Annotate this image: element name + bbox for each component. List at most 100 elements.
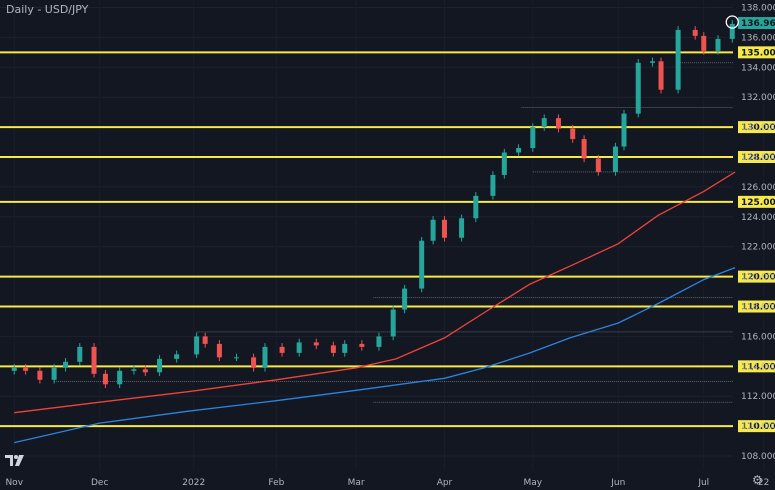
level-tag [738,151,775,164]
candle-body [359,343,365,347]
level-tag [738,270,775,283]
y-tick-label: 114.000 [741,362,775,372]
candle-body [174,354,180,359]
candle-body [516,148,522,153]
candle-body [202,336,208,344]
y-tick-label: 138.000 [741,3,775,13]
candle-body [51,367,57,380]
price-axis[interactable]: 108.000 110.000 112.000 114.000 116.000 118.0… [741,3,775,462]
horizontal-levels: 135.000 130.000 128.000 125.000 120.000 118.0… [0,46,775,433]
x-tick-label: Apr [437,478,453,488]
tradingview-logo-icon [5,455,24,466]
zones [54,62,733,403]
y-tick-label: 136.000 [741,33,775,43]
candle-body [37,370,43,380]
candle-body [541,118,547,128]
y-tick-label: 116.000 [741,332,775,342]
candle-body [701,35,707,51]
candle-body [251,357,257,368]
last-price-label: 136.960 [741,19,775,29]
y-tick-label: 124.000 [741,213,775,223]
x-tick-label: 2022 [182,478,205,488]
time-axis[interactable]: Nov Dec 2022 Feb Mar Apr May Jun Jul 22 [5,478,769,488]
candle-body [117,370,123,385]
ma-slow-line [14,266,736,444]
candle-body [621,113,627,147]
chart-title: Daily - USD/JPY [6,3,89,16]
candle-body [216,343,222,358]
level-tag [738,420,775,433]
candle-body [581,139,587,159]
candles [11,20,735,389]
candle-body [715,38,721,51]
candle-body [473,195,479,219]
ma-fast-line [14,171,736,414]
y-tick-label: 122.000 [741,243,775,253]
candle-body [595,158,601,172]
candle-body [490,174,496,196]
last-price-circle [725,15,739,29]
candle-body [376,336,382,347]
candle-body [102,373,108,385]
level-label: 130.000 [741,123,775,133]
candle-body [635,62,641,114]
candle-body [459,218,465,238]
candle-body [441,219,447,238]
y-tick-label: 134.000 [741,63,775,73]
candle-body [612,146,618,172]
candle-body [649,61,655,63]
candle-body [658,61,664,90]
level-label: 128.000 [741,153,775,163]
last-price-tag [738,17,775,30]
candle-body [142,369,148,373]
moving-averages [14,171,736,444]
candle-body [430,219,436,241]
candle-body [262,346,268,368]
candle-body [194,336,200,355]
y-tick-label: 132.000 [741,93,775,103]
x-tick-label: Mar [348,478,365,488]
level-label: 118.000 [741,303,775,313]
candle-body [23,367,29,371]
y-tick-label: 112.000 [741,392,775,402]
candle-body [11,367,17,371]
candle-body [296,342,302,353]
candle-body [131,369,137,371]
y-tick-label: 108.000 [741,452,775,462]
candle-body [692,29,698,36]
candle-body [91,346,97,374]
level-label: 125.000 [741,198,775,208]
gridlines [0,6,733,457]
candle-body [157,358,163,373]
gear-icon[interactable]: ⚙ [752,473,763,487]
x-tick-label: Jun [610,478,625,488]
level-label: 110.000 [741,422,775,432]
y-tick-label: 130.000 [741,123,775,133]
candle-body [63,361,69,368]
candle-body [77,346,83,362]
candle-body [342,343,348,353]
candle-body [729,23,735,39]
y-tick-label: 118.000 [741,303,775,313]
x-tick-label: Nov [5,478,23,488]
level-tag [738,360,775,373]
candle-body [279,346,285,353]
level-label: 135.000 [741,48,775,58]
candle-body [419,240,425,289]
candle-body [390,309,396,337]
candle-body [530,127,536,149]
x-tick-label: Feb [268,478,284,488]
x-tick-label: Dec [91,478,108,488]
y-tick-label: 128.000 [741,153,775,163]
candle-body [555,118,561,129]
level-tag [738,195,775,208]
y-tick-label: 120.000 [741,273,775,283]
candle-body [233,357,239,359]
level-tag [738,300,775,313]
y-tick-label: 110.000 [741,422,775,432]
candle-body [570,128,576,140]
x-tick-label: Jul [697,478,709,488]
level-label: 114.000 [741,362,775,372]
candle-body [313,342,319,346]
